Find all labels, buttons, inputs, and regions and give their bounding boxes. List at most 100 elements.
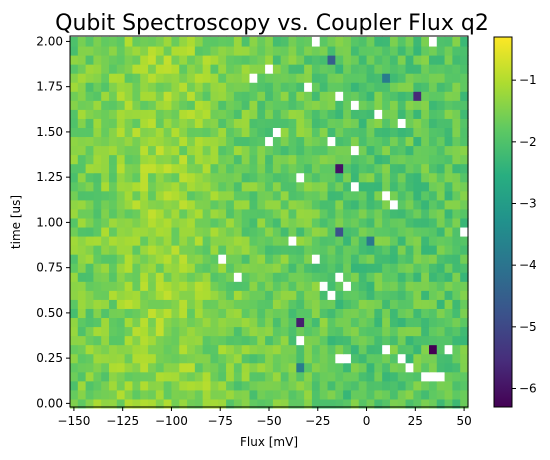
- heatmap-cell: [374, 36, 383, 47]
- heatmap-cell: [311, 272, 321, 282]
- heatmap-cell: [319, 64, 329, 74]
- heatmap-cell: [241, 317, 251, 328]
- heatmap-cell: [226, 64, 235, 74]
- heatmap-cell: [179, 91, 188, 101]
- heatmap-cell: [179, 45, 188, 56]
- heatmap-cell: [327, 308, 336, 319]
- heatmap-cell: [257, 290, 266, 300]
- heatmap-cell: [140, 362, 149, 373]
- heatmap-cell: [179, 127, 188, 138]
- heatmap-cell: [116, 199, 126, 210]
- heatmap-cell: [288, 208, 297, 219]
- heatmap-cell: [366, 335, 375, 346]
- heatmap-cell: [311, 245, 321, 255]
- heatmap-cell: [148, 163, 157, 174]
- heatmap-cell: [70, 371, 79, 382]
- heatmap-cell: [374, 208, 383, 219]
- heatmap-cell: [311, 235, 321, 246]
- heatmap-cell: [241, 245, 251, 255]
- heatmap-cell: [257, 245, 266, 255]
- heatmap-cell: [428, 344, 438, 355]
- heatmap-cell: [93, 127, 102, 138]
- heatmap-cell: [179, 109, 188, 119]
- heatmap-cell: [436, 127, 446, 138]
- heatmap-cell: [421, 91, 430, 101]
- heatmap-cell: [241, 154, 251, 165]
- heatmap-cell: [148, 181, 157, 192]
- heatmap-cell: [148, 380, 157, 391]
- heatmap-cell: [389, 281, 399, 291]
- heatmap-cell: [257, 254, 266, 264]
- heatmap-cell: [249, 344, 258, 355]
- heatmap-cell: [116, 163, 126, 174]
- heatmap-cell: [202, 217, 212, 228]
- heatmap-cell: [202, 389, 212, 400]
- heatmap-cell: [210, 362, 219, 373]
- heatmap-cell: [350, 326, 360, 337]
- heatmap-cell: [311, 154, 321, 165]
- heatmap-cell: [389, 308, 399, 319]
- heatmap-cell: [140, 290, 149, 300]
- heatmap-cell: [257, 226, 266, 237]
- heatmap-cell: [233, 136, 243, 147]
- heatmap-cell: [366, 398, 375, 409]
- heatmap-cell: [179, 100, 188, 110]
- heatmap-cell: [296, 190, 305, 201]
- heatmap-cell: [163, 163, 173, 174]
- heatmap-cell: [163, 118, 173, 128]
- heatmap-cell: [163, 100, 173, 110]
- heatmap-cell: [382, 55, 391, 65]
- heatmap-cell: [148, 82, 157, 92]
- heatmap-cell: [272, 154, 282, 165]
- heatmap-cell: [272, 353, 282, 364]
- heatmap-cell: [218, 109, 227, 119]
- heatmap-cell: [319, 281, 329, 291]
- heatmap-cell: [335, 398, 344, 409]
- heatmap-cell: [148, 254, 157, 264]
- heatmap-cell: [389, 362, 399, 373]
- heatmap-cell: [343, 208, 352, 219]
- heatmap-cell: [436, 380, 446, 391]
- heatmap-cell: [327, 64, 336, 74]
- heatmap-cell: [413, 55, 422, 65]
- heatmap-cell: [194, 353, 204, 364]
- heatmap-cell: [272, 299, 282, 309]
- heatmap-cell: [241, 82, 251, 92]
- heatmap-cell: [132, 254, 141, 264]
- heatmap-cell: [311, 36, 321, 47]
- heatmap-cell: [210, 326, 219, 337]
- heatmap-cell: [358, 55, 368, 65]
- heatmap-cell: [249, 362, 258, 373]
- heatmap-cell: [187, 154, 196, 165]
- heatmap-cell: [413, 389, 422, 400]
- heatmap-cell: [155, 163, 165, 174]
- heatmap-cell: [265, 389, 274, 400]
- heatmap-cell: [210, 190, 219, 201]
- heatmap-cell: [132, 181, 141, 192]
- heatmap-cell: [304, 344, 313, 355]
- heatmap-cell: [124, 281, 134, 291]
- heatmap-cell: [93, 64, 102, 74]
- heatmap-cell: [109, 362, 118, 373]
- heatmap-cell: [265, 190, 274, 201]
- heatmap-cell: [155, 389, 165, 400]
- heatmap-cell: [210, 217, 219, 228]
- heatmap-cell: [140, 398, 149, 409]
- heatmap-cell: [444, 190, 453, 201]
- heatmap-cell: [148, 272, 157, 282]
- heatmap-cell: [70, 172, 79, 183]
- heatmap-cell: [109, 163, 118, 174]
- heatmap-cell: [405, 136, 414, 147]
- heatmap-cell: [77, 389, 87, 400]
- heatmap-cell: [436, 181, 446, 192]
- heatmap-cell: [397, 73, 407, 83]
- heatmap-cell: [296, 73, 305, 83]
- heatmap-cell: [327, 109, 336, 119]
- heatmap-cell: [413, 371, 422, 382]
- heatmap-cell: [319, 272, 329, 282]
- heatmap-cell: [444, 217, 453, 228]
- heatmap-cell: [319, 73, 329, 83]
- heatmap-cell: [311, 100, 321, 110]
- heatmap-cell: [421, 36, 430, 47]
- heatmap-cell: [413, 290, 422, 300]
